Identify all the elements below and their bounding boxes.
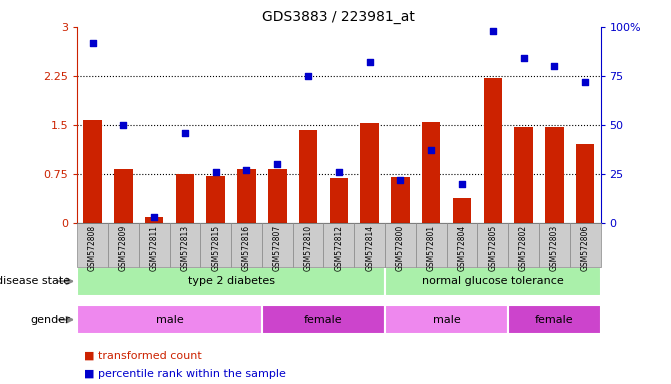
- Point: [303, 73, 313, 79]
- Text: GSM572816: GSM572816: [242, 225, 251, 271]
- Bar: [231, 223, 262, 267]
- Bar: [299, 130, 317, 223]
- Bar: [77, 305, 262, 334]
- Bar: [170, 223, 201, 267]
- Point: [549, 63, 560, 69]
- Bar: [508, 223, 539, 267]
- Bar: [201, 223, 231, 267]
- Text: GSM572801: GSM572801: [427, 225, 435, 271]
- Bar: [238, 169, 256, 223]
- Text: ■ percentile rank within the sample: ■ percentile rank within the sample: [84, 369, 286, 379]
- Text: GSM572800: GSM572800: [396, 225, 405, 271]
- Bar: [422, 121, 440, 223]
- Text: disease state: disease state: [0, 276, 70, 286]
- Text: ■ transformed count: ■ transformed count: [84, 350, 201, 360]
- Bar: [262, 223, 293, 267]
- Bar: [447, 223, 477, 267]
- Bar: [176, 174, 194, 223]
- Bar: [539, 223, 570, 267]
- Point: [457, 180, 468, 187]
- Point: [210, 169, 221, 175]
- Point: [426, 147, 437, 153]
- Bar: [515, 127, 533, 223]
- Bar: [207, 176, 225, 223]
- Bar: [360, 124, 379, 223]
- Text: GSM572804: GSM572804: [458, 225, 466, 271]
- Point: [118, 122, 129, 128]
- Text: male: male: [433, 314, 460, 325]
- Bar: [570, 223, 601, 267]
- Text: female: female: [535, 314, 574, 325]
- Text: GSM572803: GSM572803: [550, 225, 559, 271]
- Bar: [268, 169, 287, 223]
- Text: GSM572802: GSM572802: [519, 225, 528, 271]
- Text: GSM572807: GSM572807: [273, 225, 282, 271]
- Text: male: male: [156, 314, 183, 325]
- Text: normal glucose tolerance: normal glucose tolerance: [422, 276, 564, 286]
- Point: [180, 129, 191, 136]
- Point: [580, 79, 590, 85]
- Point: [241, 167, 252, 173]
- Point: [518, 55, 529, 61]
- Bar: [391, 177, 410, 223]
- Text: GSM572815: GSM572815: [211, 225, 220, 271]
- Bar: [108, 223, 139, 267]
- Bar: [453, 198, 471, 223]
- Text: GSM572813: GSM572813: [180, 225, 189, 271]
- Point: [487, 28, 498, 34]
- Bar: [484, 78, 502, 223]
- Point: [364, 59, 375, 65]
- Bar: [114, 169, 133, 223]
- Bar: [77, 267, 385, 296]
- Bar: [293, 223, 323, 267]
- Text: GSM572806: GSM572806: [580, 225, 590, 271]
- Point: [272, 161, 282, 167]
- Bar: [329, 178, 348, 223]
- Bar: [354, 223, 385, 267]
- Bar: [508, 305, 601, 334]
- Text: GSM572814: GSM572814: [365, 225, 374, 271]
- Bar: [145, 217, 163, 223]
- Point: [87, 40, 98, 46]
- Text: GSM572810: GSM572810: [303, 225, 313, 271]
- Bar: [385, 305, 508, 334]
- Bar: [323, 223, 354, 267]
- Text: female: female: [304, 314, 343, 325]
- Text: GSM572809: GSM572809: [119, 225, 128, 271]
- Bar: [385, 223, 416, 267]
- Text: gender: gender: [31, 314, 70, 325]
- Text: GSM572812: GSM572812: [334, 225, 344, 271]
- Bar: [545, 127, 564, 223]
- Bar: [385, 267, 601, 296]
- Bar: [77, 223, 108, 267]
- Point: [333, 169, 344, 175]
- Bar: [83, 119, 102, 223]
- Bar: [576, 144, 595, 223]
- Text: GSM572811: GSM572811: [150, 225, 158, 271]
- Title: GDS3883 / 223981_at: GDS3883 / 223981_at: [262, 10, 415, 25]
- Point: [149, 214, 160, 220]
- Bar: [477, 223, 508, 267]
- Bar: [416, 223, 447, 267]
- Text: GSM572808: GSM572808: [88, 225, 97, 271]
- Point: [395, 177, 406, 183]
- Text: GSM572805: GSM572805: [488, 225, 497, 271]
- Text: type 2 diabetes: type 2 diabetes: [188, 276, 274, 286]
- Bar: [262, 305, 385, 334]
- Bar: [139, 223, 170, 267]
